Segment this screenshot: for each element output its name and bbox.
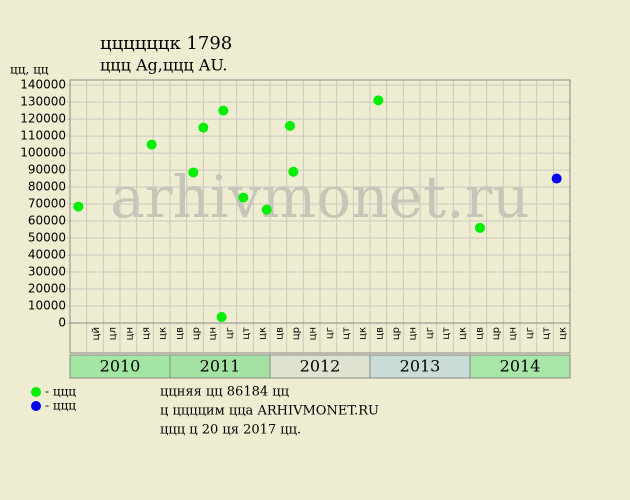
y-tick-label: 30000 — [28, 265, 66, 279]
x-tick-label: цр — [191, 327, 202, 340]
data-point — [373, 95, 384, 106]
x-tick-label: цй — [91, 327, 102, 340]
x-tick-label: цк — [258, 327, 269, 340]
month-band-border — [69, 322, 571, 354]
year-label: 2011 — [200, 357, 241, 376]
data-point — [261, 204, 272, 215]
chart-subtitle: ццц Ag,ццц AU. — [100, 56, 227, 75]
y-tick-label: 0 — [58, 316, 66, 330]
data-point — [285, 120, 295, 131]
x-tick-label: цн — [408, 327, 419, 340]
x-tick-label: цт — [541, 327, 552, 340]
x-tick-label: цв — [174, 327, 185, 340]
y-tick-label: 60000 — [28, 214, 66, 228]
y-tick-label: 50000 — [28, 231, 66, 245]
year-label: 2013 — [400, 357, 441, 376]
y-tick-label: 130000 — [20, 95, 66, 109]
y-tick-label: 40000 — [28, 248, 66, 262]
x-tick-label: цв — [374, 327, 385, 340]
data-point — [73, 201, 84, 212]
x-tick-label: цн — [208, 327, 219, 340]
data-point — [475, 222, 485, 233]
note: ццц ц 20 ця 2017 цц. — [160, 423, 301, 438]
x-tick-label: цр — [391, 327, 402, 340]
data-point — [188, 167, 199, 178]
x-tick-label: цл — [108, 327, 119, 340]
y-axis-label: цц, цц — [10, 63, 49, 77]
data-point — [551, 173, 562, 184]
x-tick-label: цв — [274, 327, 285, 340]
x-tick-label: цт — [441, 327, 452, 340]
x-tick-label: цв — [474, 327, 485, 340]
legend-marker — [31, 387, 41, 397]
y-tick-label: 90000 — [28, 163, 66, 177]
data-point — [216, 312, 227, 323]
x-tick-label: цт — [241, 327, 252, 340]
x-tick-label: цк — [458, 327, 469, 340]
x-tick-label: цк — [558, 327, 569, 340]
x-tick-label: ця — [141, 327, 152, 340]
x-tick-label: цг — [524, 327, 535, 339]
year-label: 2010 — [100, 357, 141, 376]
data-point — [218, 105, 229, 116]
x-tick-label: цк — [158, 327, 169, 340]
x-tick-label: цн — [508, 327, 519, 340]
note: ц ццццим цца ARHIVMONET.RU — [160, 404, 379, 419]
year-label: 2012 — [300, 357, 341, 376]
legend-label: - ццц — [45, 399, 76, 413]
year-label: 2014 — [500, 357, 541, 376]
y-tick-label: 140000 — [20, 78, 66, 92]
note: ццняя цц 86184 цц — [160, 385, 289, 400]
y-tick-label: 10000 — [28, 299, 66, 313]
x-tick-label: цг — [324, 327, 335, 339]
year-box — [469, 354, 571, 379]
x-tick-label: цк — [358, 327, 369, 340]
y-tick-label: 80000 — [28, 180, 66, 194]
x-tick-label: цт — [341, 327, 352, 340]
data-point — [238, 192, 249, 203]
y-tick-label: 110000 — [20, 129, 66, 143]
data-point — [198, 122, 209, 133]
legend-label: - ццц — [45, 385, 76, 399]
x-tick-label: цн — [124, 327, 135, 340]
data-point — [288, 166, 299, 177]
x-tick-label: цг — [224, 327, 235, 339]
y-tick-label: 100000 — [20, 146, 66, 160]
y-tick-label: 120000 — [20, 112, 66, 126]
x-tick-label: цр — [491, 327, 502, 340]
x-tick-label: цр — [291, 327, 302, 340]
chart-title: ццццццк 1798 — [100, 33, 232, 54]
x-tick-label: цн — [308, 327, 319, 340]
data-point — [146, 139, 157, 150]
y-tick-label: 70000 — [28, 197, 66, 211]
y-tick-label: 20000 — [28, 282, 66, 296]
legend-marker — [31, 401, 41, 411]
x-tick-label: цг — [424, 327, 435, 339]
